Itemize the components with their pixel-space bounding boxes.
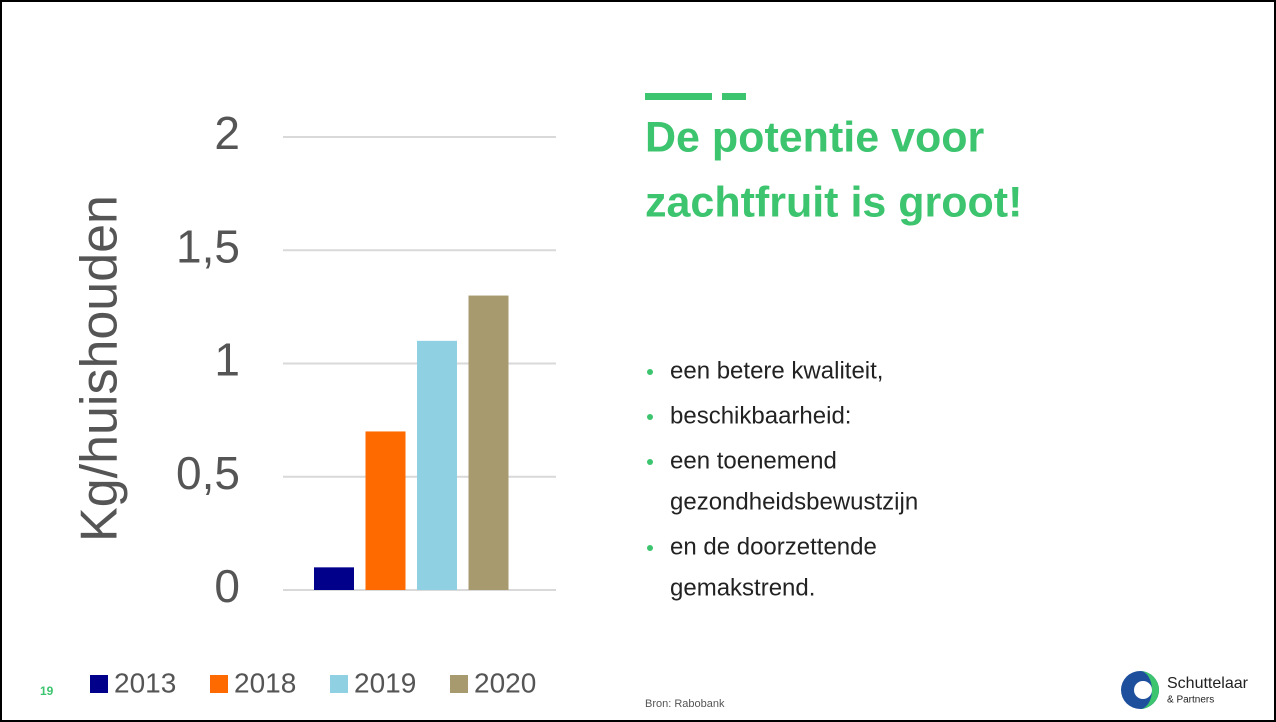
accent-bar — [722, 93, 746, 100]
logo: Schuttelaar & Partners — [1121, 671, 1249, 709]
legend-label: 2020 — [474, 667, 536, 698]
bullet-text: een betere kwaliteit, — [670, 357, 883, 384]
legend-swatch — [330, 675, 348, 693]
y-tick-label: 1 — [214, 334, 240, 386]
legend-label: 2013 — [114, 667, 176, 698]
y-axis-label: Kg/huishouden — [71, 195, 129, 542]
y-tick-label: 0 — [214, 560, 240, 612]
logo-text: & Partners — [1167, 695, 1214, 706]
y-tick-label: 0,5 — [176, 447, 240, 499]
bullet-dot — [647, 414, 653, 420]
bar — [365, 431, 406, 590]
bar — [314, 567, 354, 590]
legend-swatch — [210, 675, 228, 693]
legend-label: 2019 — [354, 667, 416, 698]
bar — [468, 295, 509, 590]
accent-bar — [645, 93, 712, 100]
page-number: 19 — [40, 684, 54, 698]
bar — [417, 340, 457, 590]
legend-label: 2018 — [234, 667, 296, 698]
source: Bron: Rabobank — [645, 698, 725, 710]
bullet-text: beschikbaarheid: — [670, 402, 851, 429]
bullet-text: gezondheidsbewustzijn — [670, 488, 918, 515]
logo-text: Schuttelaar — [1167, 675, 1249, 692]
logo-hole — [1134, 681, 1152, 699]
bullet-text: een toenemend — [670, 447, 837, 474]
logo-swoosh — [1140, 671, 1159, 709]
bullet-dot — [647, 545, 653, 551]
bullet-dot — [647, 459, 653, 465]
bullet-text: en de doorzettende — [670, 533, 877, 560]
legend-swatch — [90, 675, 108, 693]
slide-title: zachtfruit is groot! — [645, 178, 1022, 226]
y-tick-label: 2 — [214, 107, 240, 159]
bullet-dot — [647, 369, 653, 375]
legend-swatch — [450, 675, 468, 693]
bullet-text: gemakstrend. — [670, 574, 815, 601]
slide-title: De potentie voor — [645, 113, 985, 161]
y-tick-label: 1,5 — [176, 220, 240, 272]
